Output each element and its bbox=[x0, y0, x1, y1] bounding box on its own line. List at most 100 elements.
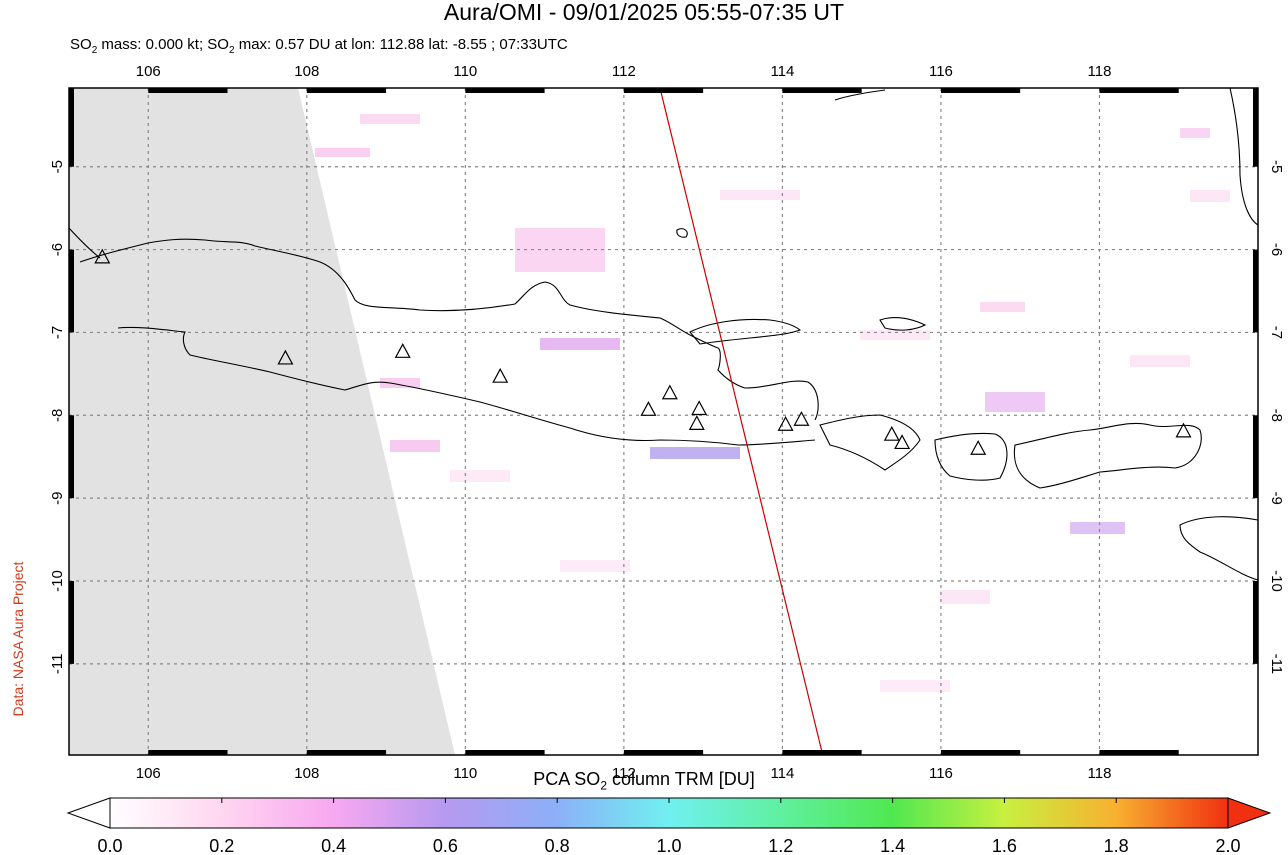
lat-tick-right-0: -5 bbox=[1268, 160, 1285, 173]
frame-seg-right bbox=[1253, 581, 1258, 664]
lon-tick-bottom-1: 108 bbox=[294, 765, 319, 782]
lat-tick-right-4: -9 bbox=[1268, 491, 1285, 504]
madura bbox=[689, 318, 802, 345]
colorbar-tick-9: 1.8 bbox=[1104, 836, 1129, 855]
frame-seg-left bbox=[69, 581, 74, 664]
sumatra-tip bbox=[69, 227, 101, 259]
volcano-marker-9 bbox=[793, 410, 810, 426]
volcano-marker-2 bbox=[394, 343, 411, 358]
lat-tick-left-3: -8 bbox=[49, 409, 66, 422]
volcano-marker-6 bbox=[691, 400, 708, 416]
no-data-region bbox=[69, 88, 455, 755]
bawean bbox=[676, 228, 688, 238]
volcano-marker-11 bbox=[894, 434, 911, 450]
frame-seg-top bbox=[623, 88, 704, 93]
colorbar-tick-7: 1.4 bbox=[880, 836, 905, 855]
frame-seg-left bbox=[69, 88, 74, 167]
kangean bbox=[879, 316, 927, 331]
frame-seg-top bbox=[465, 88, 545, 93]
volcano-marker-4 bbox=[640, 401, 657, 416]
colorbar-tick-0: 0.0 bbox=[97, 836, 122, 855]
map-frame bbox=[69, 88, 1258, 755]
java-south-coast bbox=[117, 326, 816, 446]
frame-seg-top bbox=[1099, 88, 1179, 93]
lon-tick-top-4: 114 bbox=[770, 63, 794, 80]
lon-tick-bottom-0: 106 bbox=[136, 765, 161, 782]
lon-labels-top: 106 108 110 112 114 116 118 bbox=[136, 63, 1112, 80]
lat-labels-left: -5 -6 -7 -8 -9 -10 -11 bbox=[49, 160, 66, 674]
volcano-markers bbox=[94, 248, 1192, 455]
orbit-track-line bbox=[659, 88, 823, 753]
colorbar-tick-4: 0.8 bbox=[545, 836, 570, 855]
frame-seg-left bbox=[69, 415, 74, 499]
lon-tick-bottom-5: 116 bbox=[929, 765, 953, 782]
frame-seg-top bbox=[940, 88, 1021, 93]
lat-tick-right-6: -11 bbox=[1268, 654, 1285, 675]
frame-seg-bottom bbox=[782, 750, 862, 755]
lon-tick-bottom-2: 110 bbox=[453, 765, 477, 782]
lat-tick-right-5: -10 bbox=[1268, 570, 1285, 592]
lat-tick-right-2: -7 bbox=[1268, 326, 1285, 339]
colorbar-max-arrow bbox=[1227, 797, 1272, 829]
colorbar-label: PCA SO2 column TRM [DU] bbox=[533, 769, 755, 793]
sumbawa bbox=[1013, 422, 1202, 489]
kalimantan-coast bbox=[834, 88, 1258, 226]
frame-seg-right bbox=[1253, 88, 1258, 167]
gridlines bbox=[69, 88, 1258, 755]
frame-seg-bottom bbox=[465, 750, 545, 755]
colorbar-tick-1: 0.2 bbox=[209, 836, 234, 855]
lat-tick-left-6: -11 bbox=[49, 654, 66, 675]
lat-tick-right-3: -8 bbox=[1268, 409, 1285, 422]
volcano-marker-3 bbox=[492, 367, 509, 383]
lat-tick-left-4: -9 bbox=[49, 491, 66, 504]
frame-seg-bottom bbox=[623, 750, 704, 755]
lon-labels-bottom: 106 108 110 112 114 116 118 bbox=[136, 765, 1112, 782]
lat-tick-left-5: -10 bbox=[49, 570, 66, 592]
colorbar-tick-2: 0.4 bbox=[321, 836, 346, 855]
frame-seg-right bbox=[1253, 249, 1258, 333]
frame-seg-bottom bbox=[1099, 750, 1179, 755]
colorbar-tick-6: 1.2 bbox=[768, 836, 793, 855]
map-border bbox=[68, 87, 1259, 756]
lon-tick-bottom-6: 118 bbox=[1088, 765, 1112, 782]
lat-tick-left-1: -6 bbox=[49, 243, 66, 256]
lat-tick-right-1: -6 bbox=[1268, 243, 1285, 256]
colorbar-tick-8: 1.6 bbox=[992, 836, 1017, 855]
volcano-marker-8 bbox=[777, 415, 794, 431]
volcano-marker-0 bbox=[94, 248, 111, 264]
colorbar-ticks: 0.0 0.2 0.4 0.6 0.8 1.0 1.2 1.4 1.6 1.8 2.0 bbox=[97, 798, 1241, 855]
volcano-marker-1 bbox=[277, 349, 294, 365]
lombok bbox=[934, 432, 1008, 481]
frame-seg-top bbox=[306, 88, 387, 93]
lon-tick-top-3: 112 bbox=[612, 63, 636, 80]
lon-tick-top-1: 108 bbox=[294, 63, 319, 80]
map-subtitle: SO2 mass: 0.000 kt; SO2 max: 0.57 DU at … bbox=[70, 36, 568, 56]
map-title: Aura/OMI - 09/01/2025 05:55-07:35 UT bbox=[443, 0, 845, 25]
lon-tick-top-0: 106 bbox=[136, 63, 161, 80]
coastlines bbox=[69, 88, 1258, 581]
colorbar-tick-10: 2.0 bbox=[1215, 836, 1240, 855]
colorbar-min-arrow bbox=[66, 797, 111, 829]
frame-seg-bottom bbox=[148, 750, 228, 755]
lat-tick-left-0: -5 bbox=[49, 160, 66, 173]
frame-seg-right bbox=[1253, 415, 1258, 499]
lon-tick-bottom-3: 112 bbox=[612, 765, 636, 782]
lat-labels-right: -5 -6 -7 -8 -9 -10 -11 bbox=[1268, 160, 1285, 674]
lon-tick-top-5: 116 bbox=[929, 63, 953, 80]
lon-tick-top-6: 118 bbox=[1088, 63, 1112, 80]
frame-seg-left bbox=[69, 249, 74, 333]
frame-seg-bottom bbox=[306, 750, 387, 755]
sumba bbox=[1179, 516, 1258, 581]
volcano-marker-7 bbox=[688, 415, 705, 430]
lon-tick-top-2: 110 bbox=[453, 63, 477, 80]
bali bbox=[819, 414, 921, 471]
frame-seg-top bbox=[148, 88, 228, 93]
colorbar-tick-5: 1.0 bbox=[656, 836, 681, 855]
volcano-marker-5 bbox=[661, 384, 678, 400]
java-north-coast bbox=[79, 238, 819, 421]
lat-tick-left-2: -7 bbox=[49, 326, 66, 339]
frame-seg-top bbox=[782, 88, 862, 93]
volcano-marker-12 bbox=[970, 439, 987, 455]
colorbar-tick-3: 0.6 bbox=[433, 836, 458, 855]
